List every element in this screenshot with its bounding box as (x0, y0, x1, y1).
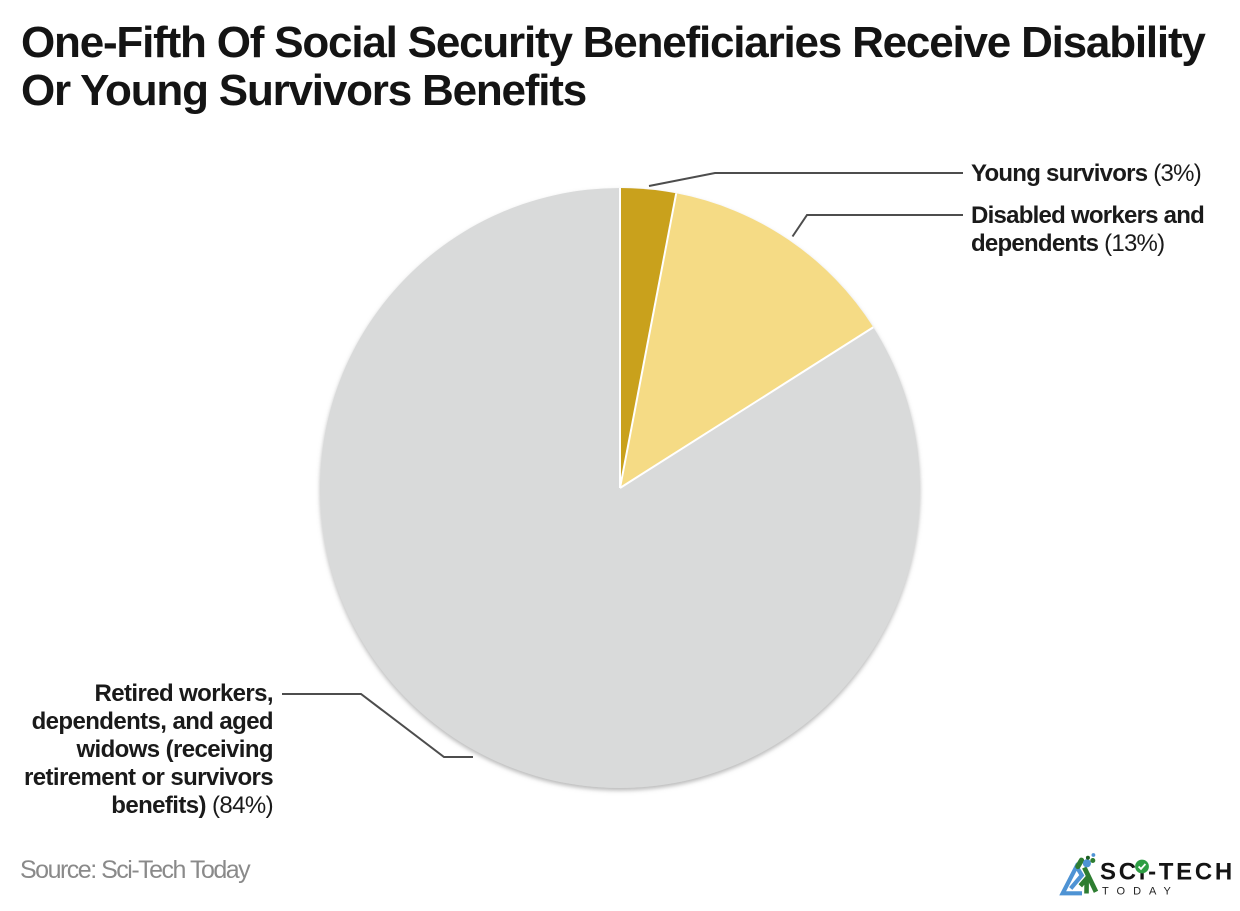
svg-text:SCi-TECH: SCi-TECH (1100, 859, 1235, 886)
svg-text:TODAY: TODAY (1102, 886, 1179, 898)
